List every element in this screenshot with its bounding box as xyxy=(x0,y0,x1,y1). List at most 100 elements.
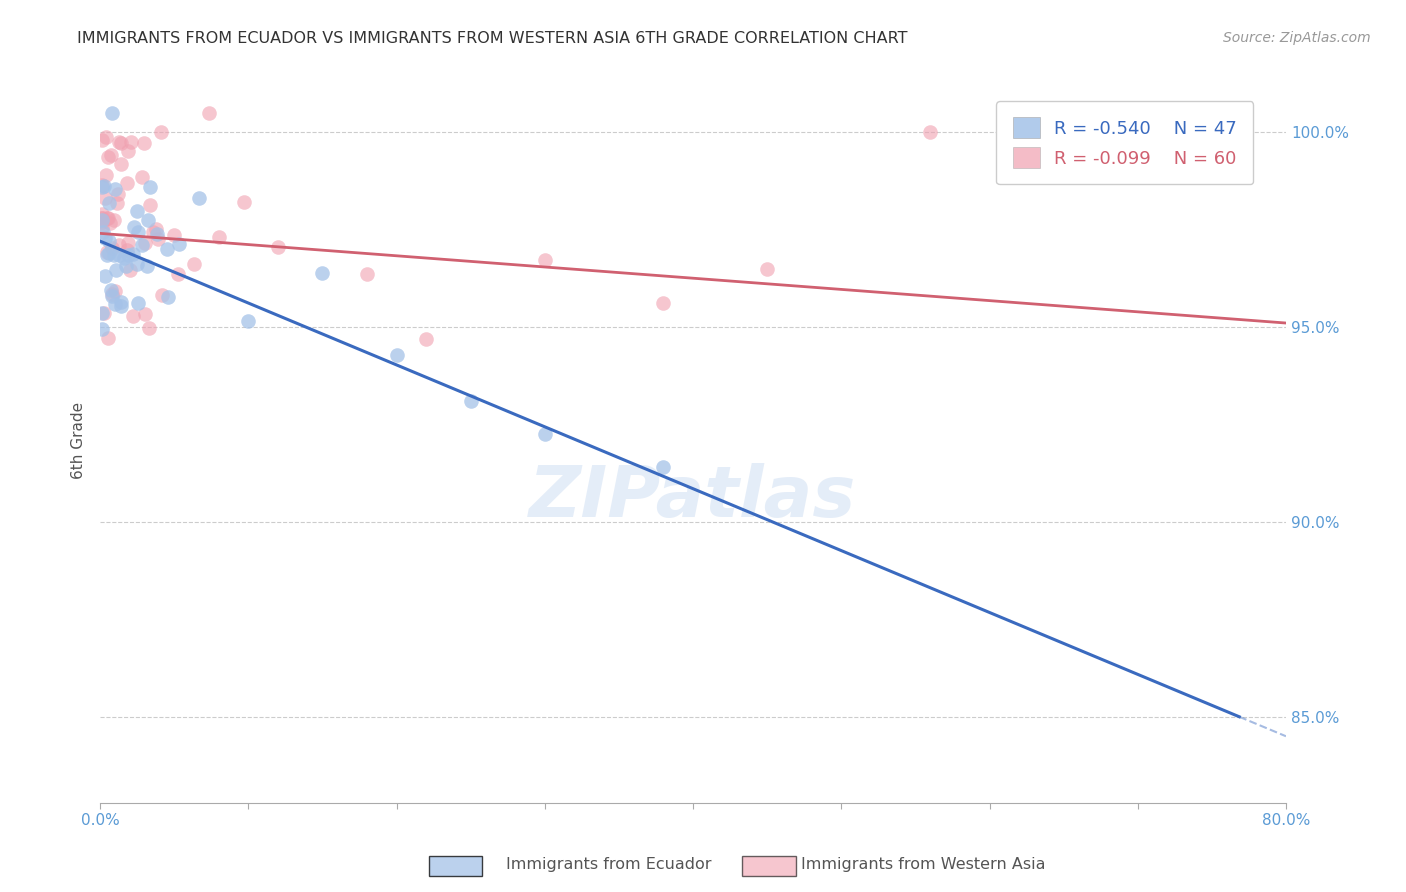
Point xyxy=(100,148,122,162)
Point xyxy=(208,229,231,244)
Point xyxy=(166,267,188,281)
Text: Immigrants from Ecuador: Immigrants from Ecuador xyxy=(506,857,711,872)
Point xyxy=(122,219,145,234)
Point xyxy=(108,135,131,149)
Point xyxy=(157,290,180,304)
Y-axis label: 6th Grade: 6th Grade xyxy=(72,401,86,478)
Point xyxy=(167,236,190,251)
Point xyxy=(91,211,114,225)
Point xyxy=(110,157,132,171)
Point xyxy=(131,237,153,252)
Point xyxy=(145,222,167,236)
Point xyxy=(101,241,124,255)
Point xyxy=(110,298,132,312)
Point xyxy=(139,179,162,194)
Point xyxy=(156,242,179,256)
Point xyxy=(105,196,128,211)
Point xyxy=(91,133,114,147)
Point xyxy=(115,259,138,273)
Point xyxy=(98,216,121,230)
Point xyxy=(131,169,153,184)
Point xyxy=(134,136,156,150)
Point xyxy=(356,267,378,281)
Point xyxy=(134,308,156,322)
Point xyxy=(90,213,112,227)
Point xyxy=(149,125,172,139)
Point xyxy=(460,393,482,408)
Point xyxy=(90,207,112,221)
Point xyxy=(139,198,162,212)
Point xyxy=(108,247,131,261)
Point xyxy=(96,244,118,259)
Point xyxy=(105,263,128,277)
Point xyxy=(127,225,149,239)
Point xyxy=(97,234,120,248)
Point xyxy=(238,314,260,328)
Point xyxy=(125,204,148,219)
Point xyxy=(93,230,115,244)
Point xyxy=(100,283,122,297)
Point xyxy=(146,227,169,241)
Point xyxy=(138,320,160,334)
Point xyxy=(91,180,114,194)
Point xyxy=(101,287,124,301)
Point xyxy=(115,176,138,190)
Point xyxy=(920,125,942,139)
Point xyxy=(121,247,143,261)
Point xyxy=(91,225,114,239)
Point xyxy=(135,259,157,273)
Point xyxy=(188,191,211,205)
Point xyxy=(103,213,125,227)
Point xyxy=(93,179,115,194)
Text: IMMIGRANTS FROM ECUADOR VS IMMIGRANTS FROM WESTERN ASIA 6TH GRADE CORRELATION CH: IMMIGRANTS FROM ECUADOR VS IMMIGRANTS FR… xyxy=(77,31,908,46)
Point xyxy=(142,225,165,239)
Point xyxy=(183,257,205,271)
Point xyxy=(96,248,118,262)
Point xyxy=(756,262,779,277)
Point xyxy=(117,248,139,262)
Point xyxy=(101,289,124,303)
Point xyxy=(112,251,135,265)
Point xyxy=(115,244,138,258)
Point xyxy=(97,150,120,164)
Point xyxy=(107,187,129,202)
Point xyxy=(127,257,149,271)
Point xyxy=(107,237,129,252)
Point xyxy=(98,196,121,211)
Point xyxy=(97,211,120,226)
Point xyxy=(197,105,219,120)
Point xyxy=(90,219,112,234)
Point xyxy=(98,245,121,260)
Point xyxy=(134,235,156,250)
Point xyxy=(104,182,127,196)
Point xyxy=(120,135,142,149)
Point xyxy=(146,232,169,246)
Point xyxy=(100,105,122,120)
Point xyxy=(103,284,125,298)
Point xyxy=(652,460,675,475)
Point xyxy=(96,211,118,226)
Point xyxy=(94,191,117,205)
Point xyxy=(122,309,145,323)
Point xyxy=(94,130,117,145)
Point xyxy=(90,178,112,192)
Text: Source: ZipAtlas.com: Source: ZipAtlas.com xyxy=(1223,31,1371,45)
Text: ZIPatlas: ZIPatlas xyxy=(529,464,856,533)
Point xyxy=(385,348,408,362)
Point xyxy=(150,288,173,302)
Point xyxy=(90,322,112,336)
Point xyxy=(96,168,118,182)
Point xyxy=(533,426,555,441)
Point xyxy=(103,248,125,262)
Point xyxy=(533,253,555,268)
Point xyxy=(97,331,120,345)
Point xyxy=(117,145,139,159)
Point xyxy=(110,136,132,150)
Point xyxy=(415,332,437,346)
Point xyxy=(127,296,149,310)
Point xyxy=(163,228,186,243)
Point xyxy=(90,306,112,320)
Point xyxy=(90,211,112,226)
Point xyxy=(118,263,141,277)
Legend: R = -0.540    N = 47, R = -0.099    N = 60: R = -0.540 N = 47, R = -0.099 N = 60 xyxy=(997,101,1253,185)
